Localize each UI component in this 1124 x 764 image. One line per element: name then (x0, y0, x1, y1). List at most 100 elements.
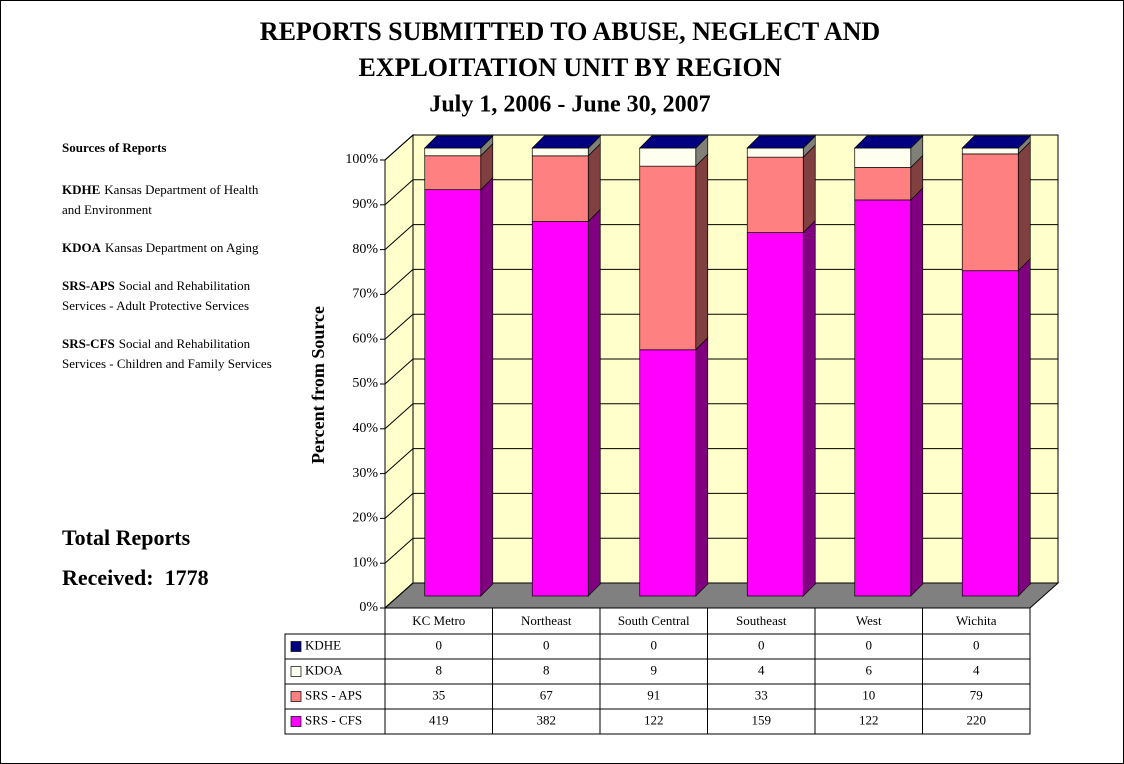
grid-line (384, 134, 1058, 161)
sources-panel: Sources of Reports KDHE Kansas Department… (62, 138, 272, 392)
grid-line (384, 179, 1058, 206)
y-tick-label: 20% (352, 511, 378, 526)
bar (424, 155, 482, 191)
bar (424, 147, 482, 157)
grid-line (384, 224, 1058, 250)
table-value: 9 (651, 662, 658, 677)
table-value: 0 (866, 637, 873, 652)
bar-side (587, 142, 601, 223)
bar (961, 147, 1019, 155)
grid-line (384, 403, 1058, 430)
table-value: 4 (758, 662, 765, 677)
y-tick-label: 30% (352, 466, 378, 481)
source-text: Social and Rehabilitation Services - Adu… (62, 278, 251, 313)
y-tick-label: 100% (345, 152, 378, 167)
chart-title: REPORTS SUBMITTED TO ABUSE, NEGLECT AND (260, 17, 880, 46)
y-tick-label: 50% (352, 376, 378, 391)
legend-label: SRS - APS (305, 687, 362, 702)
table-value: 35 (432, 687, 445, 702)
legend-label: SRS - CFS (305, 712, 362, 727)
table-value: 67 (540, 687, 554, 702)
bar (639, 165, 697, 351)
table-value: 419 (429, 712, 449, 727)
bar-side (587, 208, 601, 597)
bar (854, 147, 912, 168)
y-tick-label: 80% (352, 242, 378, 257)
bar (531, 147, 589, 157)
source-abbr: KDOA (62, 240, 101, 255)
bar-side (910, 187, 924, 597)
source-note: SRS-APS Social and Rehabilitation Service… (62, 276, 272, 316)
table-value: 0 (973, 637, 980, 652)
source-note: KDOA Kansas Department on Aging (62, 238, 272, 258)
table-value: 382 (537, 712, 557, 727)
source-note: SRS-CFS Social and Rehabilitation Service… (62, 334, 272, 374)
chart-title: EXPLOITATION UNIT BY REGION (358, 53, 781, 82)
bar-top (853, 135, 924, 149)
source-note: KDHE Kansas Department of Health and Envi… (62, 180, 272, 220)
bar (854, 199, 912, 597)
x-tick-label: South Central (618, 613, 690, 628)
table-value: 10 (862, 687, 875, 702)
source-text: Kansas Department of Health and Environm… (62, 182, 259, 217)
bar (746, 147, 804, 158)
bar (424, 189, 482, 597)
source-abbr: KDHE (62, 182, 101, 197)
total-label: Total Reports Received: (62, 525, 191, 590)
x-tick-label: Northeast (521, 613, 572, 628)
bar-side (1017, 257, 1031, 597)
chart-subtitle: July 1, 2006 - June 30, 2007 (429, 92, 710, 118)
bar (531, 155, 589, 222)
bar (531, 221, 589, 597)
y-tick-label: 40% (352, 421, 378, 436)
table-value: 0 (651, 637, 658, 652)
bar (746, 232, 804, 597)
table-value: 79 (970, 687, 983, 702)
table-value: 122 (859, 712, 879, 727)
bar-top (746, 135, 817, 149)
bar-top (638, 135, 709, 149)
legend-swatch (290, 666, 302, 677)
bar-top (961, 135, 1032, 149)
y-tick-label: 70% (352, 287, 378, 302)
bar-side (480, 176, 494, 597)
grid-line (384, 537, 1058, 564)
table-value: 4 (973, 662, 980, 677)
legend-label: KDOA (305, 662, 343, 677)
y-axis-label: Percent from Source (308, 306, 328, 464)
legend-swatch (290, 641, 302, 652)
y-tick-label: 0% (359, 600, 378, 615)
bar-side (802, 219, 816, 597)
grid-line (384, 268, 1058, 295)
total-value: 1778 (164, 565, 209, 590)
table-value: 0 (543, 637, 550, 652)
bar (854, 167, 912, 201)
table-value: 159 (752, 712, 772, 727)
table-value: 33 (755, 687, 768, 702)
table-value: 6 (866, 662, 873, 677)
x-tick-label: Southeast (736, 613, 787, 628)
table-value: 8 (436, 662, 443, 677)
x-tick-label: KC Metro (412, 613, 465, 628)
x-tick-label: West (856, 613, 882, 628)
source-abbr: SRS-APS (62, 278, 115, 293)
table-value: 8 (543, 662, 550, 677)
grid-line (384, 313, 1058, 340)
bar-side (695, 153, 709, 351)
bar (746, 156, 804, 233)
grid-line (384, 358, 1058, 385)
bar-side (802, 144, 816, 234)
bar (639, 147, 697, 167)
bar-side (1017, 141, 1031, 272)
x-tick-label: Wichita (956, 613, 997, 628)
legend-swatch (290, 716, 302, 727)
table-value: 0 (758, 637, 765, 652)
legend-label: KDHE (305, 637, 341, 652)
table-value: 220 (967, 712, 987, 727)
table-value: 91 (647, 687, 660, 702)
source-text: Kansas Department on Aging (105, 240, 259, 255)
table-value: 0 (436, 637, 443, 652)
total-panel: Total Reports Received: 1778 (62, 518, 282, 598)
y-tick-label: 60% (352, 331, 378, 346)
grid-line (384, 582, 1058, 609)
